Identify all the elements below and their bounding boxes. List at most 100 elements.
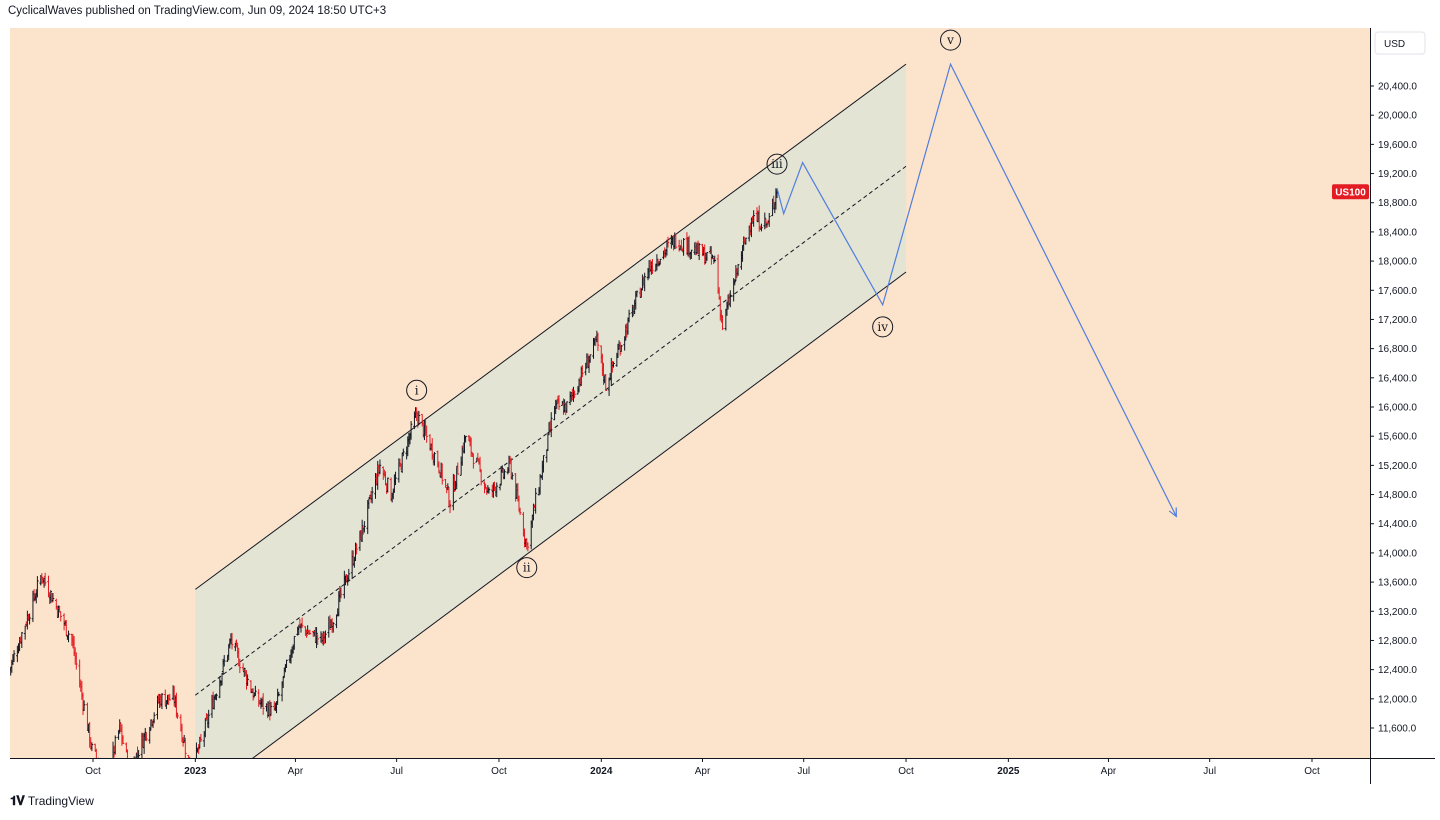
candle [542, 455, 545, 473]
svg-text:ii: ii [523, 561, 531, 575]
candle [596, 332, 600, 351]
y-tick-label: 18,000.0 [1378, 257, 1417, 268]
candle [324, 630, 327, 644]
candle [20, 631, 24, 649]
candle [360, 519, 364, 543]
candle [254, 685, 257, 696]
candle [251, 688, 255, 701]
symbol-badge[interactable]: US100 [1332, 184, 1369, 200]
x-tick-label: 2024 [590, 766, 613, 777]
candle [230, 632, 234, 650]
projection-path[interactable] [776, 62, 1177, 517]
price-scale-background[interactable] [1371, 28, 1435, 758]
footer[interactable]: 𝟏𝐕 TradingView [10, 793, 94, 809]
y-tick-label: 19,200.0 [1378, 169, 1417, 180]
candle [760, 223, 763, 232]
candle [137, 749, 140, 758]
svg-text:v: v [946, 33, 954, 47]
candle [618, 342, 622, 356]
candle [65, 620, 68, 636]
candle [495, 482, 499, 498]
wave-label-i[interactable]: i [406, 379, 428, 401]
candle [526, 542, 530, 552]
candle [763, 212, 767, 230]
candle [315, 627, 318, 649]
candle [448, 500, 452, 514]
candle [394, 471, 397, 486]
wave-label-iv[interactable]: iv [872, 316, 894, 338]
x-tick-label: Oct [85, 766, 101, 777]
candle [620, 344, 623, 352]
candle [126, 749, 128, 758]
candle [446, 483, 450, 491]
x-tick-label: Apr [695, 766, 711, 777]
wave-label-ii[interactable]: ii [516, 557, 538, 579]
wave-label-iii[interactable]: iii [766, 153, 788, 175]
candle [752, 210, 755, 227]
candle [188, 756, 191, 758]
wave-label-v[interactable]: v [940, 29, 962, 51]
candle [197, 744, 200, 755]
candle [285, 659, 288, 669]
x-tick-label: 2023 [184, 766, 207, 777]
projection-arrowhead [1168, 507, 1177, 518]
candle [238, 658, 242, 674]
candle [417, 410, 421, 426]
y-tick-label: 12,800.0 [1378, 636, 1417, 647]
candle [433, 451, 436, 466]
candle [767, 212, 771, 227]
candle [207, 709, 210, 729]
x-tick-label: Apr [288, 766, 304, 777]
candle [484, 483, 487, 490]
time-axis-background[interactable] [10, 758, 1435, 784]
candle [268, 699, 272, 721]
y-tick-label: 18,800.0 [1378, 198, 1417, 209]
candle [658, 258, 662, 265]
candle [49, 590, 53, 604]
candle [277, 691, 281, 697]
y-tick-label: 12,400.0 [1378, 665, 1417, 676]
candle [75, 652, 78, 670]
candle [355, 543, 358, 555]
candle [261, 693, 265, 715]
candle [199, 733, 203, 743]
candle [729, 290, 732, 308]
candle [456, 462, 460, 475]
x-tick-label: Jul [390, 766, 403, 777]
candle [242, 667, 246, 677]
candle [697, 242, 701, 261]
channel-fill[interactable] [195, 64, 907, 801]
currency-box[interactable]: USD [1374, 31, 1426, 55]
candle [557, 395, 561, 410]
candle [425, 425, 428, 443]
candle [464, 435, 467, 443]
y-tick-label: 14,400.0 [1378, 519, 1417, 530]
candle [581, 365, 584, 378]
candle [562, 398, 565, 415]
y-tick-label: 13,200.0 [1378, 607, 1417, 618]
candle [518, 507, 522, 515]
candle [690, 249, 693, 259]
candle [437, 461, 441, 474]
x-tick-label: Apr [1101, 766, 1117, 777]
candle [573, 390, 576, 399]
candle [145, 732, 148, 742]
candle [588, 354, 592, 363]
candle [300, 617, 304, 628]
candle [487, 487, 491, 494]
tradingview-logo-icon: 𝟏𝐕 [10, 793, 25, 808]
y-tick-label: 16,400.0 [1378, 373, 1417, 384]
candle [59, 611, 63, 622]
candle [160, 693, 164, 710]
candle [36, 576, 39, 598]
candle [293, 635, 296, 650]
candle [347, 568, 351, 581]
candle [184, 737, 187, 758]
candle [713, 255, 717, 263]
x-tick-label: Jul [797, 766, 810, 777]
channel-lower-line[interactable] [195, 271, 907, 801]
channel-upper-line[interactable] [195, 63, 907, 590]
candle [616, 343, 620, 358]
publisher-header: CyclicalWaves published on TradingView.c… [8, 5, 387, 17]
